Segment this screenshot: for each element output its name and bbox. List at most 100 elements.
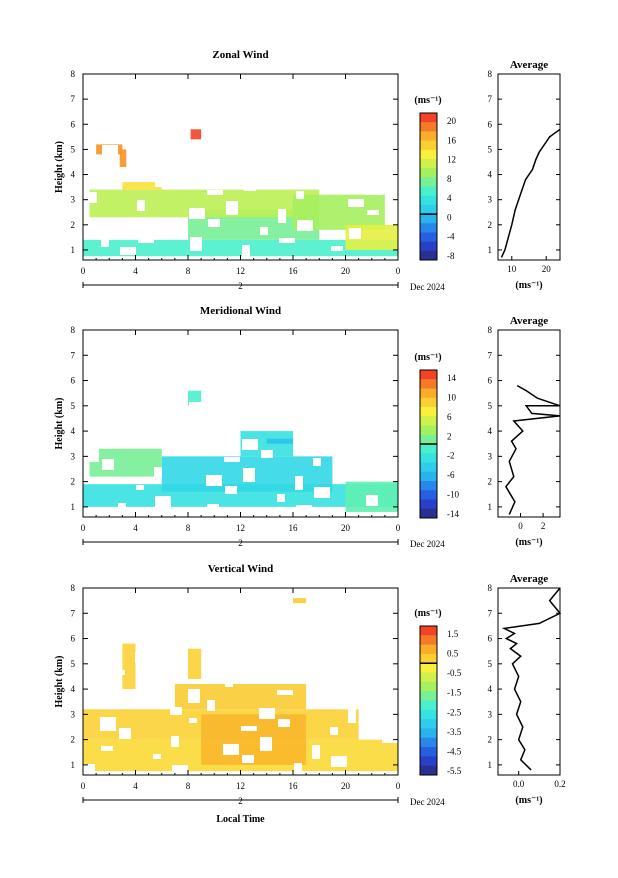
data-gap — [206, 475, 222, 486]
day-label: 2 — [238, 538, 243, 548]
data-gap — [207, 190, 223, 195]
x-tick-label: 4 — [133, 781, 138, 791]
average-title: Average — [510, 573, 548, 585]
colorbar-segment — [420, 747, 437, 757]
data-gap — [242, 245, 250, 259]
data-gap — [294, 763, 302, 771]
colorbar-segment — [420, 434, 437, 445]
data-gap — [365, 662, 377, 667]
average-y-tick-label: 2 — [488, 477, 493, 487]
colorbar-segment — [420, 508, 437, 519]
y-tick-label: 6 — [71, 376, 76, 386]
data-gap — [135, 652, 143, 663]
colorbar-segment — [420, 756, 437, 767]
colorbar-tick-label: 4 — [447, 193, 452, 203]
average-frame — [497, 587, 561, 776]
average-frame — [497, 329, 561, 518]
average-y-tick-label: 1 — [488, 760, 493, 770]
data-gap — [172, 765, 188, 779]
x-tick-label: 0 — [396, 781, 401, 791]
colorbar-tick-label: -14 — [447, 509, 459, 519]
y-tick-label: 4 — [71, 170, 76, 180]
colorbar-tick-label: -8 — [447, 251, 455, 261]
data-gap — [101, 236, 109, 247]
average-y-tick-label: 7 — [488, 94, 493, 104]
data-gap — [190, 237, 202, 251]
y-tick-label: 1 — [71, 760, 76, 770]
data-gap — [208, 219, 220, 227]
colorbar-frame — [419, 112, 438, 261]
colorbar-segment — [420, 113, 437, 123]
average-x-tick-label: 0.2 — [554, 779, 565, 789]
colorbar-segment — [420, 626, 437, 636]
day-label: 2 — [238, 796, 243, 806]
month-label: Dec 2024 — [410, 539, 445, 549]
y-axis-label: Height (km) — [54, 398, 65, 450]
y-tick-label: 5 — [71, 659, 76, 669]
colorbar-segment — [420, 462, 437, 473]
y-tick-label: 6 — [71, 634, 76, 644]
data-gap — [277, 690, 293, 695]
data-gap — [243, 468, 255, 482]
colorbar-segment — [420, 719, 437, 729]
data-gap — [331, 246, 343, 251]
average-x-tick-label: 2 — [541, 521, 546, 531]
month-label: Dec 2024 — [410, 282, 445, 292]
colorbar-segment — [420, 737, 437, 748]
data-gap — [225, 682, 233, 687]
colorbar-unit-label: (ms⁻¹) — [414, 352, 441, 363]
average-x-tick-label: 10 — [507, 264, 517, 274]
average-y-tick-label: 6 — [488, 119, 493, 129]
average-profile-line — [500, 128, 561, 258]
data-gap — [260, 421, 276, 426]
panel-title: Zonal Wind — [212, 49, 268, 61]
colorbar-tick-label: 0 — [447, 212, 452, 222]
data-gap — [366, 181, 382, 195]
data-gap — [242, 439, 258, 450]
average-profile-line — [501, 587, 562, 771]
colorbar-segment — [420, 765, 437, 776]
colorbar-tick-label: -3.5 — [447, 727, 462, 737]
colorbar-segment — [420, 140, 437, 151]
data-gap — [155, 496, 171, 510]
colorbar-tick-label: 8 — [447, 174, 452, 184]
average-unit-label: (ms⁻¹) — [515, 280, 542, 291]
colorbar-tick-label: 6 — [447, 412, 452, 422]
data-gap — [153, 754, 161, 759]
heatmap-cell — [89, 448, 162, 477]
data-gap — [119, 412, 135, 426]
data-gap — [225, 486, 237, 494]
colorbar-segment — [420, 131, 437, 142]
colorbar-segment — [420, 453, 437, 463]
data-gap — [312, 745, 320, 759]
average-y-tick-label: 7 — [488, 608, 493, 618]
colorbar-frame — [419, 625, 438, 776]
data-gap — [207, 700, 215, 711]
data-gap — [259, 392, 267, 406]
data-gap — [138, 229, 154, 243]
y-tick-label: 4 — [71, 426, 76, 436]
colorbar-segment — [420, 635, 437, 646]
data-gap — [366, 691, 374, 699]
colorbar-segment — [420, 425, 437, 436]
average-y-tick-label: 8 — [488, 325, 493, 335]
colorbar-tick-label: 16 — [447, 135, 457, 145]
data-gap — [188, 689, 200, 703]
y-tick-label: 1 — [71, 245, 76, 255]
day-label: 2 — [238, 281, 243, 291]
colorbar-tick-label: -10 — [447, 490, 459, 500]
x-tick-label: 20 — [341, 523, 351, 533]
average-y-tick-label: 1 — [488, 245, 493, 255]
x-tick-label: 12 — [236, 523, 245, 533]
y-tick-label: 7 — [71, 350, 76, 360]
data-gap — [365, 466, 381, 474]
colorbar-segment — [420, 370, 437, 380]
average-x-tick-label: 0 — [518, 521, 523, 531]
y-tick-label: 3 — [71, 451, 76, 461]
data-gap — [297, 220, 313, 231]
colorbar-tick-label: -5.5 — [447, 766, 462, 776]
data-gap — [259, 708, 275, 719]
data-gap — [224, 653, 236, 667]
data-gap — [295, 672, 311, 683]
average-y-tick-label: 8 — [488, 69, 493, 79]
